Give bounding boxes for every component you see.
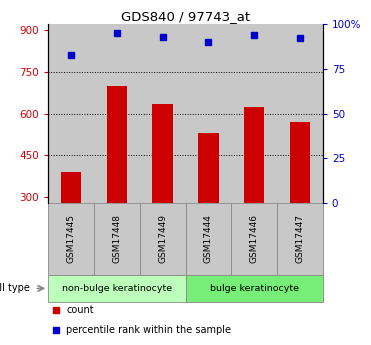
Bar <box>244 107 265 203</box>
Bar <box>140 24 186 203</box>
Text: GSM17444: GSM17444 <box>204 214 213 263</box>
Bar <box>290 122 310 203</box>
Text: bulge keratinocyte: bulge keratinocyte <box>210 284 299 293</box>
Bar <box>94 203 140 275</box>
Bar <box>152 104 173 203</box>
Bar <box>277 24 323 203</box>
Bar <box>231 24 277 203</box>
Text: GSM17445: GSM17445 <box>67 214 76 263</box>
Bar <box>106 86 127 203</box>
Text: cell type: cell type <box>0 284 30 294</box>
Bar <box>48 275 186 302</box>
Bar <box>61 172 81 203</box>
Bar <box>231 203 277 275</box>
Bar <box>94 24 140 203</box>
Text: non-bulge keratinocyte: non-bulge keratinocyte <box>62 284 172 293</box>
Bar <box>186 24 231 203</box>
Text: GSM17449: GSM17449 <box>158 214 167 263</box>
Bar <box>186 203 231 275</box>
Text: GSM17447: GSM17447 <box>295 214 304 263</box>
Bar <box>186 275 323 302</box>
Text: GSM17448: GSM17448 <box>112 214 121 263</box>
Bar <box>140 203 186 275</box>
Bar <box>277 203 323 275</box>
Bar <box>198 133 219 203</box>
Bar <box>48 203 94 275</box>
Text: count: count <box>66 305 94 315</box>
Bar <box>48 24 94 203</box>
Title: GDS840 / 97743_at: GDS840 / 97743_at <box>121 10 250 23</box>
Text: percentile rank within the sample: percentile rank within the sample <box>66 325 231 335</box>
Text: GSM17446: GSM17446 <box>250 214 259 263</box>
